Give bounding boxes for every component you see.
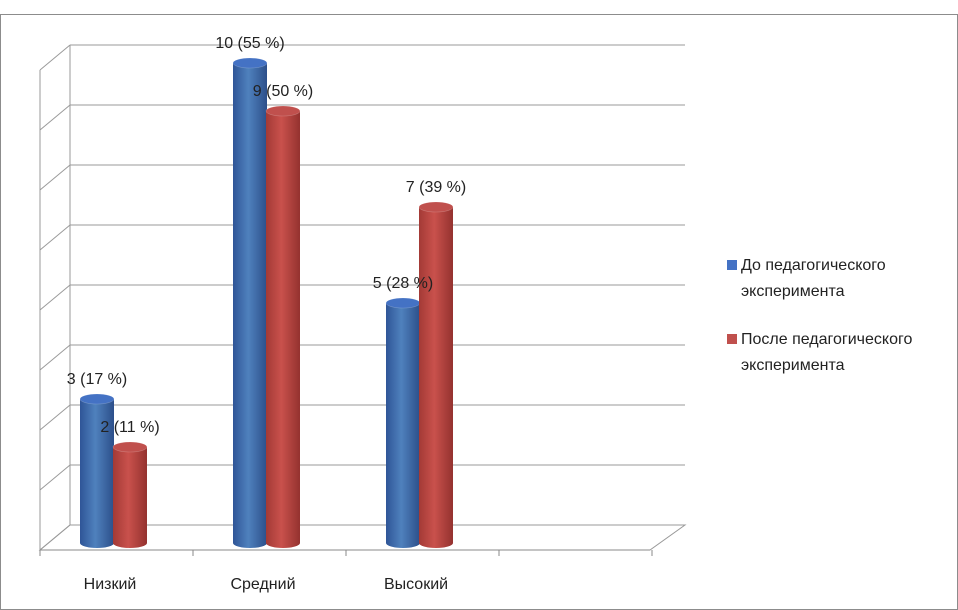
category-label: Высокий (384, 576, 448, 593)
bar-body (386, 303, 420, 548)
legend-entry: После педагогического эксперимента (741, 331, 912, 374)
bar (385, 297, 421, 548)
bar-top (232, 57, 268, 69)
data-label: 9 (50 %) (253, 83, 313, 100)
grid-line-depth (39, 104, 71, 131)
bar-top (385, 297, 421, 309)
grid-line-depth (39, 284, 71, 311)
bar-body (266, 111, 300, 548)
data-label: 3 (17 %) (67, 371, 127, 388)
grid-line-depth (39, 164, 71, 191)
x-axis-ticks (39, 550, 653, 556)
legend-entry: До педагогического эксперимента (741, 257, 886, 300)
legend-swatch (727, 260, 737, 270)
grid-line-depth (39, 44, 71, 71)
data-labels: 3 (17 %) 2 (11 %) 10 (55 %) 9 (50 %) 5 (28 %… (67, 35, 466, 436)
grid-line-depth (39, 404, 71, 431)
bar (232, 57, 268, 548)
category-label: Низкий (84, 576, 137, 593)
grid-line-depth (39, 224, 71, 251)
data-label: 2 (11 %) (100, 419, 159, 436)
bar-body (113, 447, 147, 548)
category-label: Средний (230, 576, 295, 593)
bar-top (265, 105, 301, 117)
category-labels: Низкий Средний Высокий (84, 576, 448, 593)
data-label: 5 (28 %) (373, 275, 433, 292)
bar (418, 201, 454, 548)
bars (79, 57, 454, 548)
bar (112, 441, 148, 548)
grid-line-depth (39, 344, 71, 371)
bar-body (419, 207, 453, 548)
data-label: 10 (55 %) (215, 35, 284, 52)
legend-swatch (727, 334, 737, 344)
bar (265, 105, 301, 548)
bar-body (233, 63, 267, 548)
bar (79, 393, 115, 548)
bar-body (80, 399, 114, 548)
bar-top (418, 201, 454, 213)
data-label: 7 (39 %) (406, 179, 466, 196)
bar-top (79, 393, 115, 405)
grid-lines (39, 44, 685, 551)
bar-top (112, 441, 148, 453)
grid-line-depth (39, 464, 71, 491)
legend: До педагогического эксперимента После педа… (727, 257, 912, 374)
